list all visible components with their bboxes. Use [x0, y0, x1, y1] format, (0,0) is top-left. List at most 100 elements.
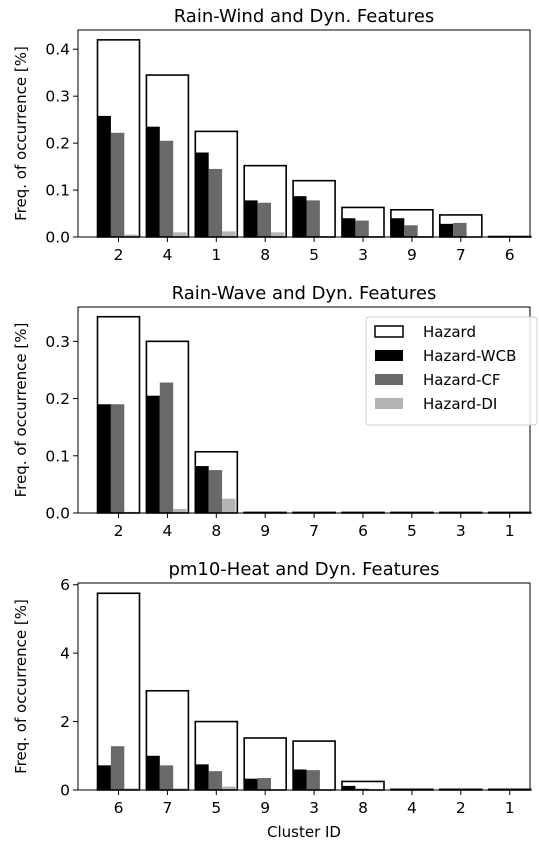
bar-hazard-cf	[110, 132, 125, 237]
x-tick-label: 3	[358, 246, 368, 264]
x-tick-label: 6	[505, 246, 515, 264]
x-tick-label: 5	[309, 246, 319, 264]
bar-hazard-cf	[208, 470, 223, 513]
y-axis-label: Freq. of occurrence [%]	[12, 599, 30, 774]
bar-hazard-cf	[306, 770, 320, 790]
y-tick-label: 0	[60, 782, 70, 800]
x-tick-label: 8	[358, 799, 368, 817]
x-tick-label: 9	[407, 246, 417, 264]
bar-hazard-di	[271, 232, 285, 237]
chart-title: pm10-Heat and Dyn. Features	[168, 559, 439, 580]
bar-hazard-cf	[208, 168, 223, 237]
legend-swatch-hazard	[374, 325, 404, 338]
bar-hazard-cf	[110, 404, 125, 513]
bar-hazard-cf	[159, 140, 174, 237]
chart-title: Rain-Wind and Dyn. Features	[174, 6, 435, 27]
x-tick-label: 4	[162, 246, 172, 264]
y-tick-label: 0.1	[45, 182, 70, 200]
y-axis-label: Freq. of occurrence [%]	[12, 46, 30, 221]
y-axis-label: Freq. of occurrence [%]	[12, 323, 30, 498]
chart-title: Rain-Wave and Dyn. Features	[172, 283, 437, 304]
legend: Hazard Hazard-WCB Hazard-CF Hazard-DI	[365, 316, 538, 426]
y-tick-label: 0.2	[45, 390, 70, 408]
bar-hazard-wcb	[244, 778, 258, 790]
bar-hazard-wcb	[439, 223, 454, 237]
bar-hazard-wcb	[293, 196, 307, 237]
bar-hazard-wcb	[244, 200, 258, 237]
bar-hazard-wcb	[146, 126, 160, 237]
y-tick-label: 0.0	[45, 505, 70, 523]
legend-label: Hazard-CF	[423, 371, 500, 389]
x-tick-label: 2	[456, 799, 466, 817]
x-tick-label: 1	[505, 799, 515, 817]
y-tick-label: 0.0	[45, 229, 70, 247]
x-tick-label: 4	[407, 799, 417, 817]
bar-hazard-di	[124, 234, 138, 237]
bar-hazard-cf	[208, 771, 223, 790]
x-tick-label: 7	[162, 799, 172, 817]
x-tick-label: 6	[114, 799, 124, 817]
y-tick-label: 0.2	[45, 135, 70, 153]
bar-hazard-wcb	[97, 765, 111, 790]
bar-hazard-cf	[306, 200, 320, 237]
bar-hazard-wcb	[342, 785, 356, 790]
chart-panel-3: pm10-Heat and Dyn. Features Freq. of occu…	[12, 559, 532, 841]
bar-hazard-wcb	[293, 769, 307, 790]
axes-frame	[77, 582, 531, 791]
x-tick-label: 9	[260, 799, 270, 817]
x-tick-label: 9	[260, 522, 270, 540]
legend-label: Hazard-DI	[423, 395, 497, 413]
bar-hazard-di	[222, 231, 236, 237]
legend-swatch-hazard-wcb	[375, 350, 403, 361]
x-tick-label: 1	[211, 246, 221, 264]
y-tick-label: 0.3	[45, 333, 70, 351]
bar-hazard-cf	[355, 220, 369, 237]
bar-hazard-cf	[257, 202, 271, 237]
legend-swatch-hazard-di	[375, 398, 403, 409]
bar-hazard-di	[222, 498, 236, 513]
x-tick-label: 8	[260, 246, 270, 264]
bar-hazard-cf	[404, 225, 418, 237]
y-tick-label: 0.3	[45, 88, 70, 106]
bar-hazard-wcb	[97, 404, 111, 513]
bar-hazard-di	[222, 786, 236, 790]
bar-hazard-wcb	[342, 218, 356, 237]
legend-box	[365, 316, 538, 426]
x-tick-label: 4	[162, 522, 172, 540]
y-tick-label: 2	[60, 713, 70, 731]
axes-frame	[77, 29, 531, 238]
x-tick-label: 2	[114, 246, 124, 264]
bar-hazard-cf	[257, 778, 271, 790]
x-tick-label: 5	[407, 522, 417, 540]
x-tick-label: 6	[358, 522, 368, 540]
x-tick-label: 3	[309, 799, 319, 817]
bar-hazard-wcb	[195, 764, 209, 790]
bar-hazard-cf	[159, 382, 174, 513]
x-tick-label: 8	[211, 522, 221, 540]
bar-hazard-wcb	[146, 395, 160, 513]
bar-hazard-wcb	[146, 755, 160, 790]
bar-hazard-cf	[110, 746, 125, 790]
bar-hazard-wcb	[195, 152, 209, 237]
y-tick-label: 0.1	[45, 447, 70, 465]
bar-hazard-cf	[453, 222, 467, 237]
x-tick-label: 7	[309, 522, 319, 540]
x-tick-label: 7	[456, 246, 466, 264]
bar-hazard-di	[173, 508, 187, 513]
bar-hazard-di	[173, 788, 187, 790]
bar-hazard-di	[173, 232, 187, 237]
y-tick-label: 6	[60, 576, 70, 594]
chart-panel-2: Rain-Wave and Dyn. Features Freq. of occu…	[12, 283, 538, 540]
legend-label: Hazard	[423, 323, 476, 341]
y-tick-label: 4	[60, 645, 70, 663]
chart-panel-1: Rain-Wind and Dyn. Features Freq. of occu…	[12, 6, 532, 264]
x-tick-label: 3	[456, 522, 466, 540]
bar-hazard-wcb	[390, 218, 405, 237]
bar-hazard-cf	[159, 765, 174, 790]
x-tick-label: 5	[211, 799, 221, 817]
legend-label: Hazard-WCB	[423, 347, 516, 365]
x-tick-label: 2	[114, 522, 124, 540]
bar-hazard-wcb	[195, 466, 209, 513]
x-tick-label: 1	[505, 522, 515, 540]
